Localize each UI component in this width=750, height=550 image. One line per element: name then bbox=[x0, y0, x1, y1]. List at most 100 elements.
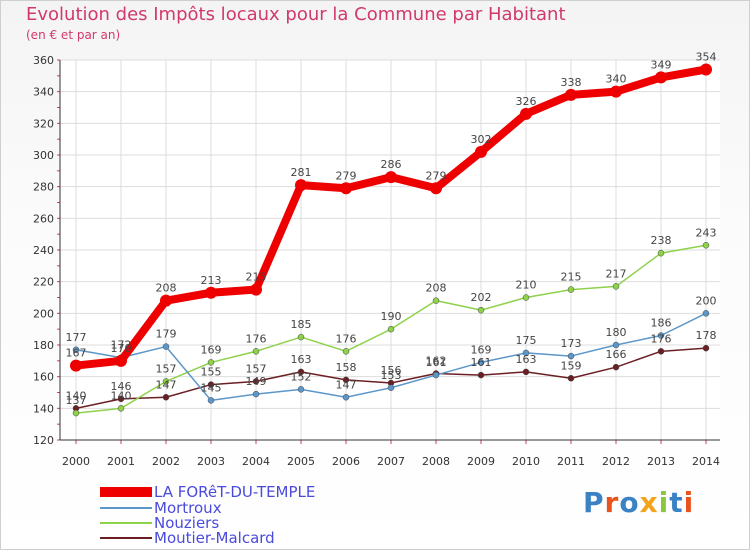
data-label-la-for-t-du-temple: 286 bbox=[381, 158, 402, 171]
data-point-nouziers bbox=[342, 348, 350, 355]
line-chart: 120 140 160 180 200 220 240 260 280 300 320 340 360 2… bbox=[33, 51, 720, 468]
data-point-nouziers bbox=[612, 283, 620, 290]
data-point-moutier-malcard bbox=[567, 375, 575, 382]
logo-letter: i bbox=[683, 486, 695, 519]
data-point-la-for-t-du-temple bbox=[475, 145, 487, 158]
data-point-la-for-t-du-temple bbox=[70, 359, 82, 372]
data-label-moutier-malcard: 140 bbox=[66, 389, 87, 402]
data-point-la-for-t-du-temple bbox=[205, 286, 217, 299]
y-tick-label: 340 bbox=[33, 86, 54, 99]
data-point-nouziers bbox=[522, 294, 530, 301]
y-tick-label: 280 bbox=[33, 181, 54, 194]
data-point-mortroux bbox=[612, 341, 620, 349]
legend-swatch bbox=[100, 487, 152, 497]
data-label-moutier-malcard: 147 bbox=[156, 378, 177, 391]
data-point-nouziers bbox=[702, 242, 710, 249]
data-point-la-for-t-du-temple bbox=[430, 182, 442, 195]
data-point-moutier-malcard bbox=[342, 376, 350, 384]
x-tick-label: 2010 bbox=[512, 455, 540, 468]
y-tick-label: 140 bbox=[33, 402, 54, 415]
data-label-mortroux: 173 bbox=[561, 337, 582, 350]
data-point-mortroux bbox=[207, 397, 215, 404]
data-point-la-for-t-du-temple bbox=[700, 63, 712, 76]
x-tick-label: 2003 bbox=[197, 455, 225, 468]
data-point-mortroux bbox=[432, 371, 440, 379]
data-point-moutier-malcard bbox=[477, 371, 485, 379]
data-point-mortroux bbox=[477, 359, 485, 366]
data-point-nouziers bbox=[567, 286, 575, 293]
data-label-mortroux: 186 bbox=[651, 317, 672, 330]
y-tick-label: 200 bbox=[33, 307, 54, 320]
data-label-moutier-malcard: 156 bbox=[381, 364, 402, 377]
data-point-nouziers bbox=[387, 325, 395, 333]
logo-letter: x bbox=[639, 486, 659, 519]
data-label-moutier-malcard: 163 bbox=[291, 353, 312, 366]
data-label-nouziers: 140 bbox=[111, 389, 132, 402]
data-point-moutier-malcard bbox=[207, 381, 215, 388]
data-label-moutier-malcard: 178 bbox=[696, 329, 717, 342]
data-point-mortroux bbox=[252, 390, 260, 398]
data-point-la-for-t-du-temple bbox=[250, 283, 262, 296]
data-point-nouziers bbox=[162, 378, 170, 385]
x-tick-label: 2005 bbox=[287, 455, 315, 468]
data-label-moutier-malcard: 176 bbox=[651, 332, 672, 345]
data-point-mortroux bbox=[72, 346, 80, 353]
x-tick-label: 2000 bbox=[62, 455, 90, 468]
x-tick-label: 2013 bbox=[647, 455, 675, 468]
data-label-nouziers: 185 bbox=[291, 318, 312, 331]
data-point-mortroux bbox=[342, 394, 350, 401]
legend-swatch bbox=[100, 537, 152, 539]
data-label-moutier-malcard: 155 bbox=[201, 366, 222, 379]
data-label-la-for-t-du-temple: 170 bbox=[111, 342, 132, 355]
data-point-moutier-malcard bbox=[162, 394, 170, 401]
data-label-la-for-t-du-temple: 213 bbox=[201, 274, 222, 287]
data-point-mortroux bbox=[297, 386, 305, 393]
y-tick-label: 260 bbox=[33, 212, 54, 225]
data-point-moutier-malcard bbox=[252, 378, 260, 385]
x-tick-label: 2007 bbox=[377, 455, 405, 468]
x-tick-label: 2012 bbox=[602, 455, 630, 468]
proxiti-logo: Proxiti bbox=[583, 486, 694, 519]
data-point-moutier-malcard bbox=[522, 368, 530, 376]
x-tick-label: 2002 bbox=[152, 455, 180, 468]
data-label-mortroux: 175 bbox=[516, 334, 537, 347]
logo-letter: o bbox=[619, 486, 640, 519]
data-label-nouziers: 210 bbox=[516, 279, 537, 292]
data-label-nouziers: 208 bbox=[426, 282, 447, 295]
data-point-nouziers bbox=[657, 249, 665, 257]
legend-label: LA FORêT-DU-TEMPLE bbox=[154, 483, 316, 501]
data-label-la-for-t-du-temple: 281 bbox=[291, 166, 312, 179]
data-label-la-for-t-du-temple: 167 bbox=[66, 347, 87, 360]
data-label-la-for-t-du-temple: 208 bbox=[156, 282, 177, 295]
data-label-mortroux: 161 bbox=[426, 356, 447, 369]
y-tick-label: 320 bbox=[33, 117, 54, 130]
data-label-la-for-t-du-temple: 354 bbox=[696, 51, 717, 64]
data-label-mortroux: 177 bbox=[66, 331, 87, 344]
legend-label: Mortroux bbox=[154, 499, 222, 517]
data-label-nouziers: 202 bbox=[471, 291, 492, 304]
y-tick-label: 160 bbox=[33, 371, 54, 384]
data-label-mortroux: 200 bbox=[696, 294, 717, 307]
legend-swatch bbox=[100, 522, 152, 524]
data-label-mortroux: 153 bbox=[381, 369, 402, 382]
data-point-mortroux bbox=[702, 310, 710, 317]
data-point-nouziers bbox=[117, 405, 125, 412]
data-label-moutier-malcard: 162 bbox=[426, 355, 447, 368]
data-point-mortroux bbox=[657, 332, 665, 339]
x-tick-label: 2011 bbox=[557, 455, 585, 468]
data-label-mortroux: 172 bbox=[111, 339, 132, 352]
data-point-moutier-malcard bbox=[612, 363, 620, 371]
data-label-nouziers: 169 bbox=[201, 343, 222, 356]
x-tick-label: 2004 bbox=[242, 455, 270, 468]
data-label-moutier-malcard: 146 bbox=[111, 380, 132, 393]
y-tick-label: 300 bbox=[33, 149, 54, 162]
data-label-moutier-malcard: 163 bbox=[516, 353, 537, 366]
data-label-nouziers: 176 bbox=[336, 332, 357, 345]
data-point-la-for-t-du-temple bbox=[295, 179, 307, 192]
data-point-mortroux bbox=[162, 343, 170, 350]
data-label-la-for-t-du-temple: 215 bbox=[246, 271, 267, 284]
data-point-nouziers bbox=[477, 306, 485, 314]
x-tick-label: 2001 bbox=[107, 455, 135, 468]
data-label-moutier-malcard: 161 bbox=[471, 356, 492, 369]
logo-letter: t bbox=[669, 486, 684, 519]
